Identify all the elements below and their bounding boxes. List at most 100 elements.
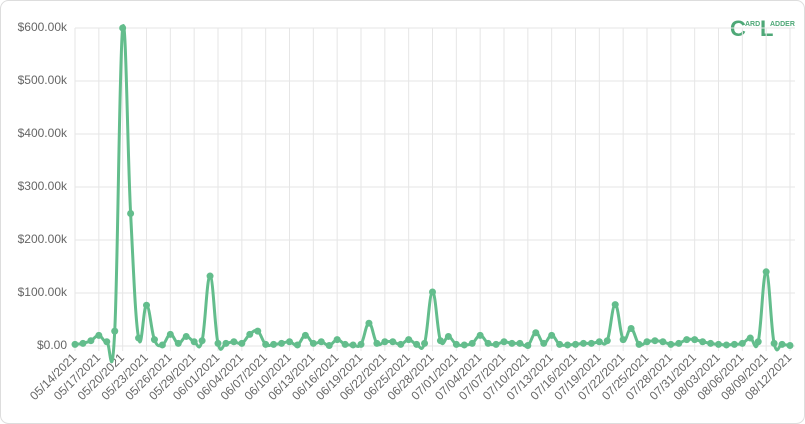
point <box>365 319 373 327</box>
point <box>214 339 222 347</box>
point <box>754 338 762 346</box>
point <box>357 340 365 348</box>
point <box>675 339 683 347</box>
point <box>619 336 627 344</box>
point <box>95 331 103 339</box>
point <box>190 338 198 346</box>
point <box>309 339 317 347</box>
logo-text: ADDER <box>770 21 795 28</box>
point <box>627 325 635 333</box>
point <box>238 339 246 347</box>
point <box>182 332 190 340</box>
point <box>135 334 143 342</box>
point <box>111 327 119 335</box>
point <box>333 336 341 344</box>
point <box>484 339 492 347</box>
point <box>452 340 460 348</box>
point <box>595 338 603 346</box>
point <box>262 340 270 348</box>
point <box>405 336 413 344</box>
point <box>603 337 611 345</box>
point <box>325 341 333 349</box>
point <box>103 338 111 346</box>
point <box>150 336 158 344</box>
point <box>127 210 135 217</box>
point <box>572 340 579 348</box>
point <box>492 340 500 348</box>
point <box>746 334 754 342</box>
point <box>579 339 587 347</box>
point <box>524 341 532 349</box>
point <box>301 331 309 339</box>
point <box>778 340 786 348</box>
point <box>87 337 95 345</box>
point <box>230 338 238 346</box>
point <box>667 340 675 348</box>
point <box>174 339 182 347</box>
y-tick-label: $500.00k <box>18 73 68 87</box>
point <box>691 336 699 344</box>
y-tick-label: $400.00k <box>18 126 68 140</box>
point <box>373 339 381 347</box>
point <box>158 341 166 349</box>
point <box>707 339 715 347</box>
point <box>659 338 667 346</box>
point <box>341 340 349 348</box>
point <box>564 341 572 349</box>
point <box>421 339 429 347</box>
point <box>413 340 421 348</box>
point <box>468 339 476 347</box>
point <box>699 338 707 346</box>
point <box>397 340 405 348</box>
point <box>715 340 722 348</box>
point <box>532 329 540 337</box>
point <box>436 337 444 345</box>
point <box>270 340 278 348</box>
point <box>349 341 357 349</box>
point <box>286 338 293 346</box>
point <box>293 341 301 349</box>
point <box>548 331 556 339</box>
point <box>540 339 548 347</box>
point <box>556 340 564 348</box>
point <box>79 339 87 347</box>
point <box>429 288 436 296</box>
point <box>786 341 794 349</box>
point <box>508 339 516 347</box>
point <box>738 339 746 347</box>
point <box>444 332 452 340</box>
y-tick-label: $300.00k <box>18 179 68 193</box>
point <box>254 327 262 335</box>
point <box>278 339 286 347</box>
y-tick-label: $600.00k <box>18 20 68 34</box>
point <box>206 272 214 280</box>
y-tick-label: $0.00 <box>37 338 67 352</box>
point <box>770 339 778 347</box>
point <box>643 338 651 346</box>
point <box>500 338 508 346</box>
point <box>143 301 150 309</box>
point <box>222 339 230 347</box>
point <box>635 340 643 348</box>
point <box>119 24 127 32</box>
point <box>730 340 738 348</box>
y-tick-label: $200.00k <box>18 232 68 246</box>
point <box>722 341 730 349</box>
logo-text: ARD <box>745 21 760 28</box>
point <box>389 338 397 346</box>
point <box>317 338 325 346</box>
point <box>460 341 468 349</box>
point <box>516 339 524 347</box>
point <box>381 338 389 346</box>
y-tick-label: $100.00k <box>18 285 68 299</box>
point <box>683 336 691 344</box>
point <box>651 337 659 345</box>
point <box>166 330 174 338</box>
point <box>71 340 79 348</box>
point <box>587 339 595 347</box>
point <box>198 337 206 345</box>
point <box>246 330 254 338</box>
point <box>762 268 770 276</box>
point <box>611 301 619 309</box>
